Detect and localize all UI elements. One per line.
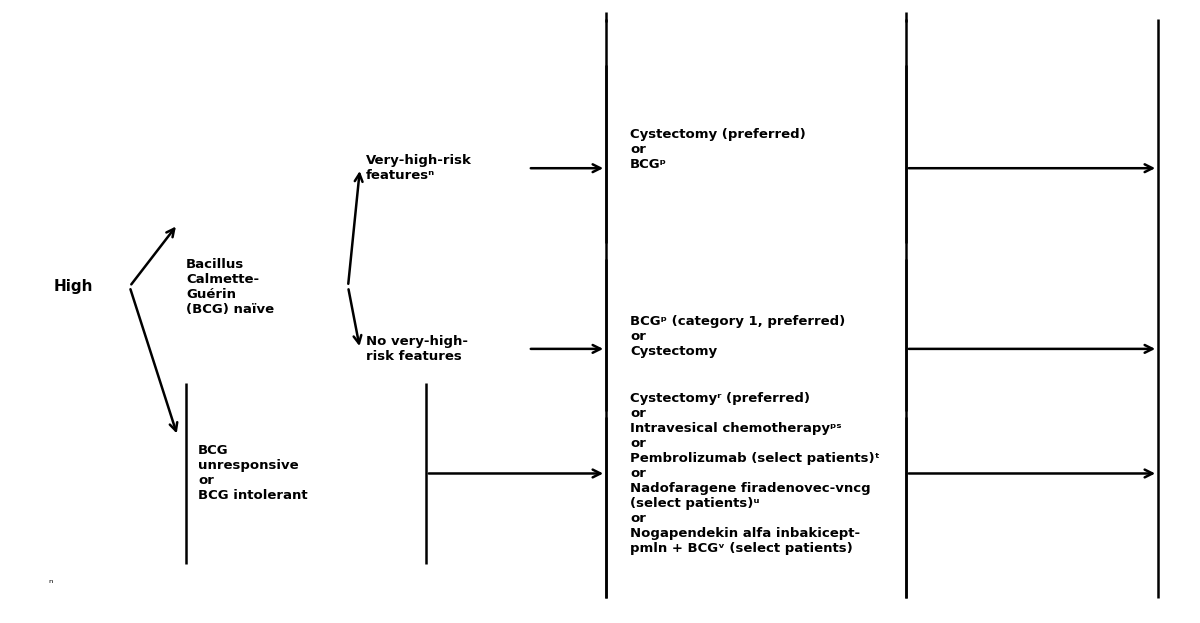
Text: ⁿ: ⁿ (48, 579, 53, 589)
Text: Bacillus
Calmette-
Guérin
(BCG) naïve: Bacillus Calmette- Guérin (BCG) naïve (186, 257, 274, 316)
Text: BCG
unresponsive
or
BCG intolerant: BCG unresponsive or BCG intolerant (198, 444, 307, 503)
Text: Cystectomy (preferred)
or
BCGᵖ: Cystectomy (preferred) or BCGᵖ (630, 128, 805, 171)
Text: High: High (54, 279, 94, 294)
Text: No very-high-
risk features: No very-high- risk features (366, 335, 468, 363)
Text: BCGᵖ (category 1, preferred)
or
Cystectomy: BCGᵖ (category 1, preferred) or Cystecto… (630, 315, 845, 358)
Text: Cystectomyʳ (preferred)
or
Intravesical chemotherapyᵖˢ
or
Pembrolizumab (select : Cystectomyʳ (preferred) or Intravesical … (630, 392, 880, 555)
Text: Very-high-risk
featuresⁿ: Very-high-risk featuresⁿ (366, 155, 472, 182)
